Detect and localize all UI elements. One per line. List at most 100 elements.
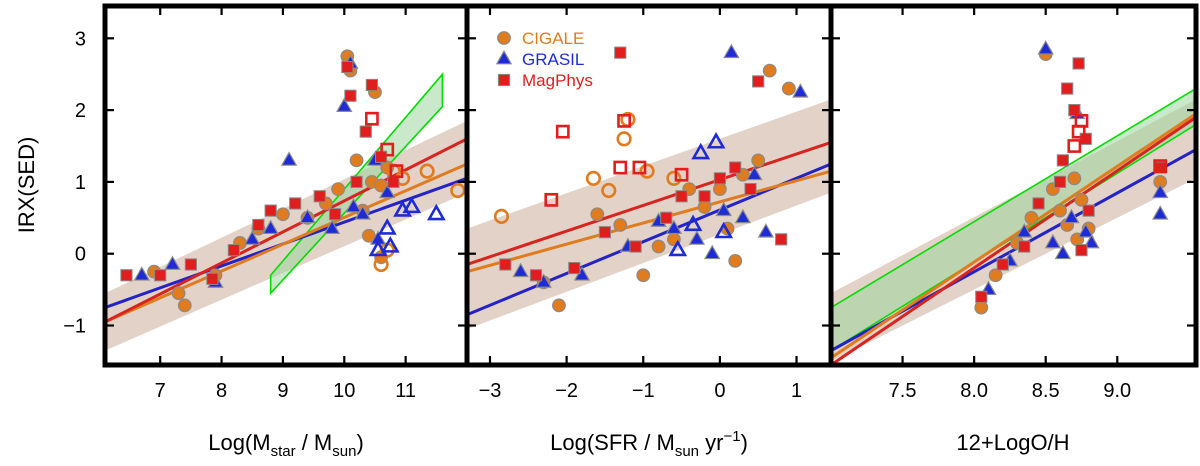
panel-frame (828, 3, 1199, 368)
data-point-cigale-open (450, 182, 466, 199)
data-point-grasil (323, 219, 341, 235)
x-tick-label: −3 (479, 380, 502, 402)
data-point-cigale-open (493, 208, 510, 224)
data-point-magphys-open (555, 124, 570, 139)
data-point-grasil (336, 97, 353, 112)
data-point-magphys (775, 233, 788, 246)
data-point-magphys (120, 269, 133, 282)
data-point-grasil (1054, 244, 1072, 260)
data-point-cigale (613, 218, 628, 232)
data-point-magphys-open (1153, 159, 1168, 174)
data-point-magphys-open (1074, 113, 1089, 128)
data-point-grasil (244, 230, 261, 245)
x-tick-label: 9.0 (1103, 380, 1131, 402)
data-point-grasil-open (691, 142, 711, 160)
data-point-magphys (729, 161, 742, 174)
data-point-cigale (1067, 171, 1082, 186)
legend-label-magphys: MagPhys (522, 71, 593, 90)
data-point-magphys (1072, 57, 1085, 70)
x-tick-label: −1 (632, 380, 655, 402)
data-point-magphys (1032, 197, 1045, 210)
data-point-magphys (154, 269, 167, 282)
x-tick-label: 8 (216, 380, 227, 402)
data-point-magphys (264, 204, 277, 217)
data-point-cigale (728, 253, 743, 268)
data-point-grasil (1063, 208, 1080, 224)
data-point-magphys (1061, 82, 1074, 95)
data-point-magphys (499, 258, 512, 271)
data-point-cigale (751, 153, 766, 168)
data-point-grasil (734, 208, 752, 224)
data-point-grasil (1037, 40, 1054, 55)
data-point-grasil (746, 165, 763, 181)
data-point-magphys (313, 190, 326, 203)
x-tick-label: 8.0 (960, 380, 988, 402)
data-point-cigale (1024, 210, 1039, 225)
x-tick-label: 10 (333, 380, 355, 402)
data-point-grasil-open (380, 236, 400, 253)
data-point-cigale-open (616, 131, 632, 147)
data-point-grasil (354, 205, 371, 220)
panel-stellar-mass: 7 8 9 10 11 −1 0 1 2 3 (63, 3, 470, 402)
data-point-magphys (328, 208, 342, 221)
legend-label-cigale: CIGALE (522, 29, 584, 48)
data-point-magphys (1018, 240, 1031, 253)
data-point-magphys (752, 75, 765, 88)
data-point-magphys-open (1067, 139, 1082, 153)
reference-relation-band (831, 87, 1196, 352)
data-point-magphys (359, 125, 372, 138)
fit-line-cigale (105, 162, 467, 324)
y-tick-label: 3 (75, 28, 86, 50)
legend: CIGALE GRASIL MagPhys (495, 29, 593, 90)
x-tick-label: 9 (277, 380, 288, 402)
y-axis-label: IRX(SED) (14, 137, 39, 234)
data-point-grasil-open (668, 239, 688, 257)
legend-marker-cigale (497, 31, 511, 45)
data-point-magphys (698, 190, 711, 203)
data-point-grasil (345, 198, 362, 213)
data-point-grasil (1152, 183, 1169, 199)
data-point-grasil (1152, 205, 1169, 220)
data-point-cigale-open (639, 163, 655, 179)
data-point-cigale-open (585, 170, 602, 186)
legend-marker-magphys (497, 73, 511, 87)
data-point-cigale (276, 207, 290, 222)
legend-marker-grasil (495, 49, 513, 65)
data-point-magphys-open (674, 167, 689, 182)
x-tick-label: 0 (714, 380, 725, 402)
fit-line-magphys (467, 140, 831, 266)
data-point-cigale (177, 298, 192, 313)
data-point-grasil (262, 219, 279, 235)
data-point-magphys (344, 89, 357, 102)
data-point-grasil-open (426, 203, 446, 221)
data-point-magphys (1068, 104, 1081, 117)
data-point-cigale-open (601, 182, 617, 199)
data-point-cigale (988, 268, 1003, 283)
x-tick-label: 11 (395, 380, 416, 402)
x-tick-label: 7.5 (889, 380, 917, 402)
data-point-cigale (762, 63, 777, 78)
data-point-cigale-open (419, 163, 435, 179)
x-tick-label: 8.5 (1032, 380, 1060, 402)
data-point-grasil (792, 83, 809, 98)
data-point-magphys (289, 197, 302, 210)
data-point-magphys-open (544, 192, 559, 207)
data-point-grasil (1077, 223, 1094, 238)
data-point-cigale (651, 239, 666, 254)
legend-label-grasil: GRASIL (522, 50, 584, 69)
data-point-grasil-open (377, 218, 397, 235)
scatter-band (467, 99, 831, 330)
scatter-band (105, 120, 467, 351)
y-tick-label: 0 (75, 244, 86, 266)
data-point-grasil-open (368, 239, 388, 257)
data-point-cigale (974, 300, 989, 315)
data-point-cigale (636, 268, 651, 283)
data-point-grasil (688, 230, 706, 245)
data-point-magphys-open (389, 164, 404, 179)
data-point-cigale (171, 286, 186, 301)
x-tick-label: 1 (791, 380, 802, 402)
data-point-cigale (552, 298, 566, 313)
data-point-grasil (280, 151, 298, 166)
y-tick-label: −1 (63, 316, 86, 338)
data-point-grasil (1083, 233, 1100, 249)
